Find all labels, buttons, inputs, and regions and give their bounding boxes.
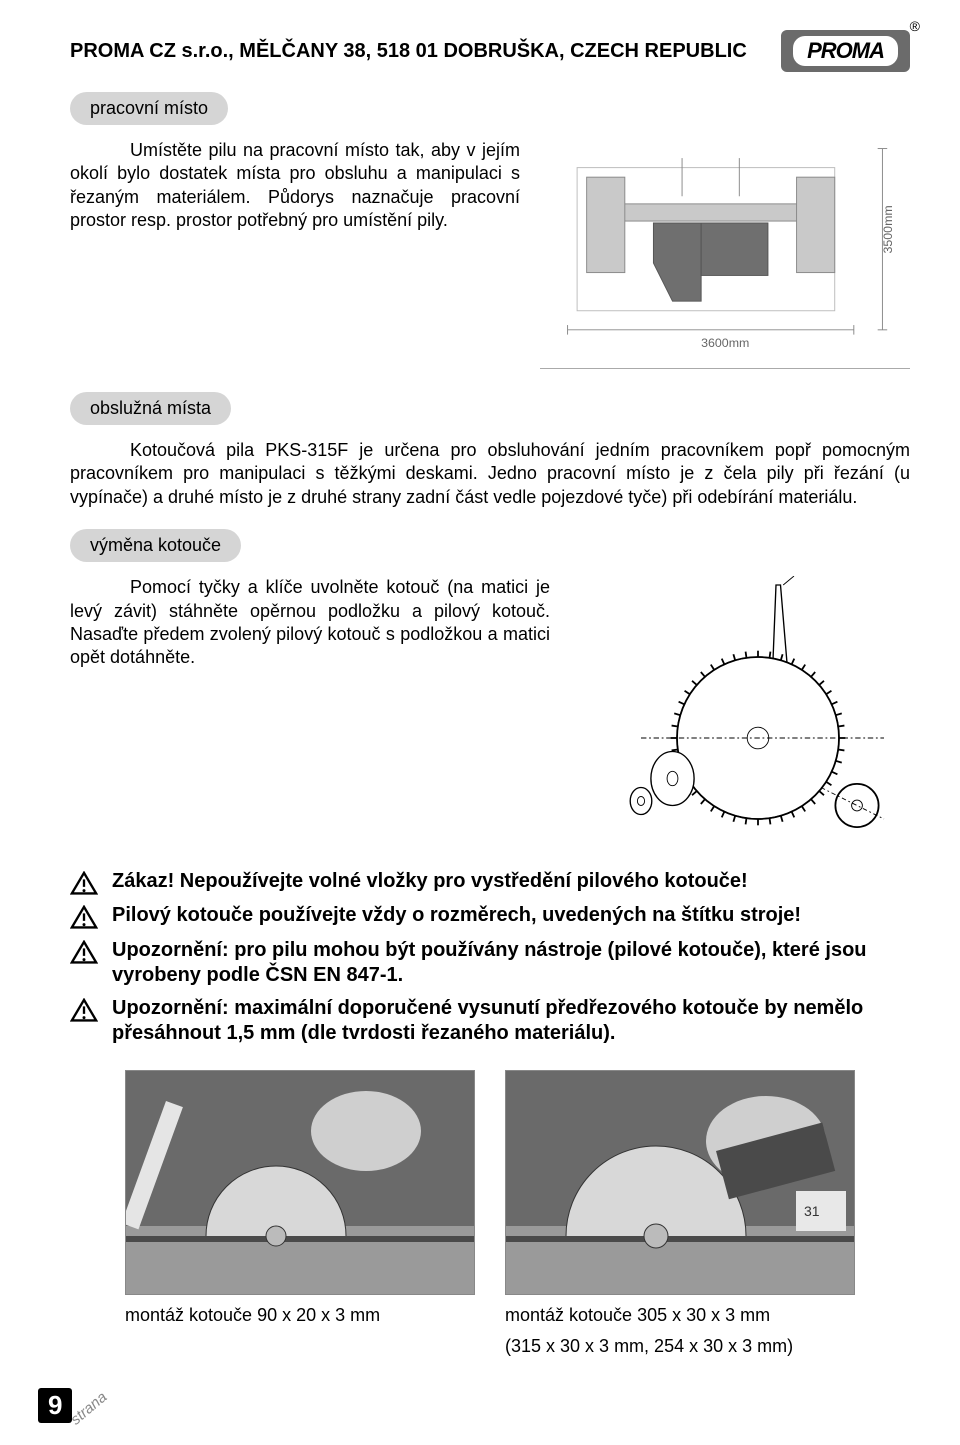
floorplan-diagram: 3600mm 3500mm	[540, 139, 910, 374]
page-number-value: 9	[38, 1388, 72, 1423]
section-label: obslužná místa	[70, 392, 231, 425]
section-pracovni-misto: pracovní místo Umístěte pilu na pracovní…	[70, 92, 910, 374]
floorplan-height-label: 3500mm	[881, 205, 895, 253]
photo-row: montáž kotouče 90 x 20 x 3 mm 31 montáž …	[70, 1070, 910, 1357]
brand-logo: PROMA	[781, 30, 910, 72]
photo-placeholder	[125, 1070, 475, 1295]
page-number-label: strana	[68, 1389, 111, 1429]
page-number: 9 strana	[38, 1388, 110, 1423]
section3-text: Pomocí tyčky a klíče uvolněte kotouč (na…	[70, 576, 550, 851]
photo-right: 31 montáž kotouče 305 x 30 x 3 mm (315 x…	[505, 1070, 855, 1357]
section-label: výměna kotouče	[70, 529, 241, 562]
photo-left: montáž kotouče 90 x 20 x 3 mm	[125, 1070, 475, 1357]
warning-item: Zákaz! Nepoužívejte volné vložky pro vys…	[70, 869, 910, 895]
warning-text: Upozornění: maximální doporučené vysunut…	[112, 996, 910, 1046]
section-vymena-kotouce: výměna kotouče Pomocí tyčky a klíče uvol…	[70, 529, 910, 1046]
warning-item: Upozornění: pro pilu mohou být používány…	[70, 938, 910, 988]
warning-text: Pilový kotouče používejte vždy o rozměre…	[112, 903, 801, 928]
warning-triangle-icon	[70, 940, 98, 964]
section-label: pracovní místo	[70, 92, 228, 125]
registered-mark: ®	[910, 18, 920, 34]
warning-triangle-icon	[70, 905, 98, 929]
warning-item: Pilový kotouče používejte vždy o rozměre…	[70, 903, 910, 929]
warning-text: Zákaz! Nepoužívejte volné vložky pro vys…	[112, 869, 748, 894]
warning-triangle-icon	[70, 998, 98, 1022]
warning-triangle-icon	[70, 871, 98, 895]
blade-assembly-diagram	[570, 576, 910, 851]
brand-logo-text: PROMA	[793, 36, 898, 66]
section-obsluzna-mista: obslužná místa Kotoučová pila PKS-315F j…	[70, 392, 910, 509]
svg-text:31: 31	[804, 1203, 820, 1219]
section1-text: Umístěte pilu na pracovní místo tak, aby…	[70, 139, 520, 374]
warning-text: Upozornění: pro pilu mohou být používány…	[112, 938, 910, 988]
floorplan-width-label: 3600mm	[701, 336, 749, 350]
photo-placeholder: 31	[505, 1070, 855, 1295]
company-address: PROMA CZ s.r.o., MĚLČANY 38, 518 01 DOBR…	[70, 40, 781, 63]
warning-item: Upozornění: maximální doporučené vysunut…	[70, 996, 910, 1046]
photo-caption-right-2: (315 x 30 x 3 mm, 254 x 30 x 3 mm)	[505, 1336, 855, 1357]
section2-text: Kotoučová pila PKS-315F je určena pro ob…	[70, 439, 910, 509]
warning-list: Zákaz! Nepoužívejte volné vložky pro vys…	[70, 869, 910, 1046]
photo-caption-right-1: montáž kotouče 305 x 30 x 3 mm	[505, 1305, 855, 1326]
photo-caption-left: montáž kotouče 90 x 20 x 3 mm	[125, 1305, 475, 1326]
page-header: PROMA CZ s.r.o., MĚLČANY 38, 518 01 DOBR…	[70, 30, 910, 72]
